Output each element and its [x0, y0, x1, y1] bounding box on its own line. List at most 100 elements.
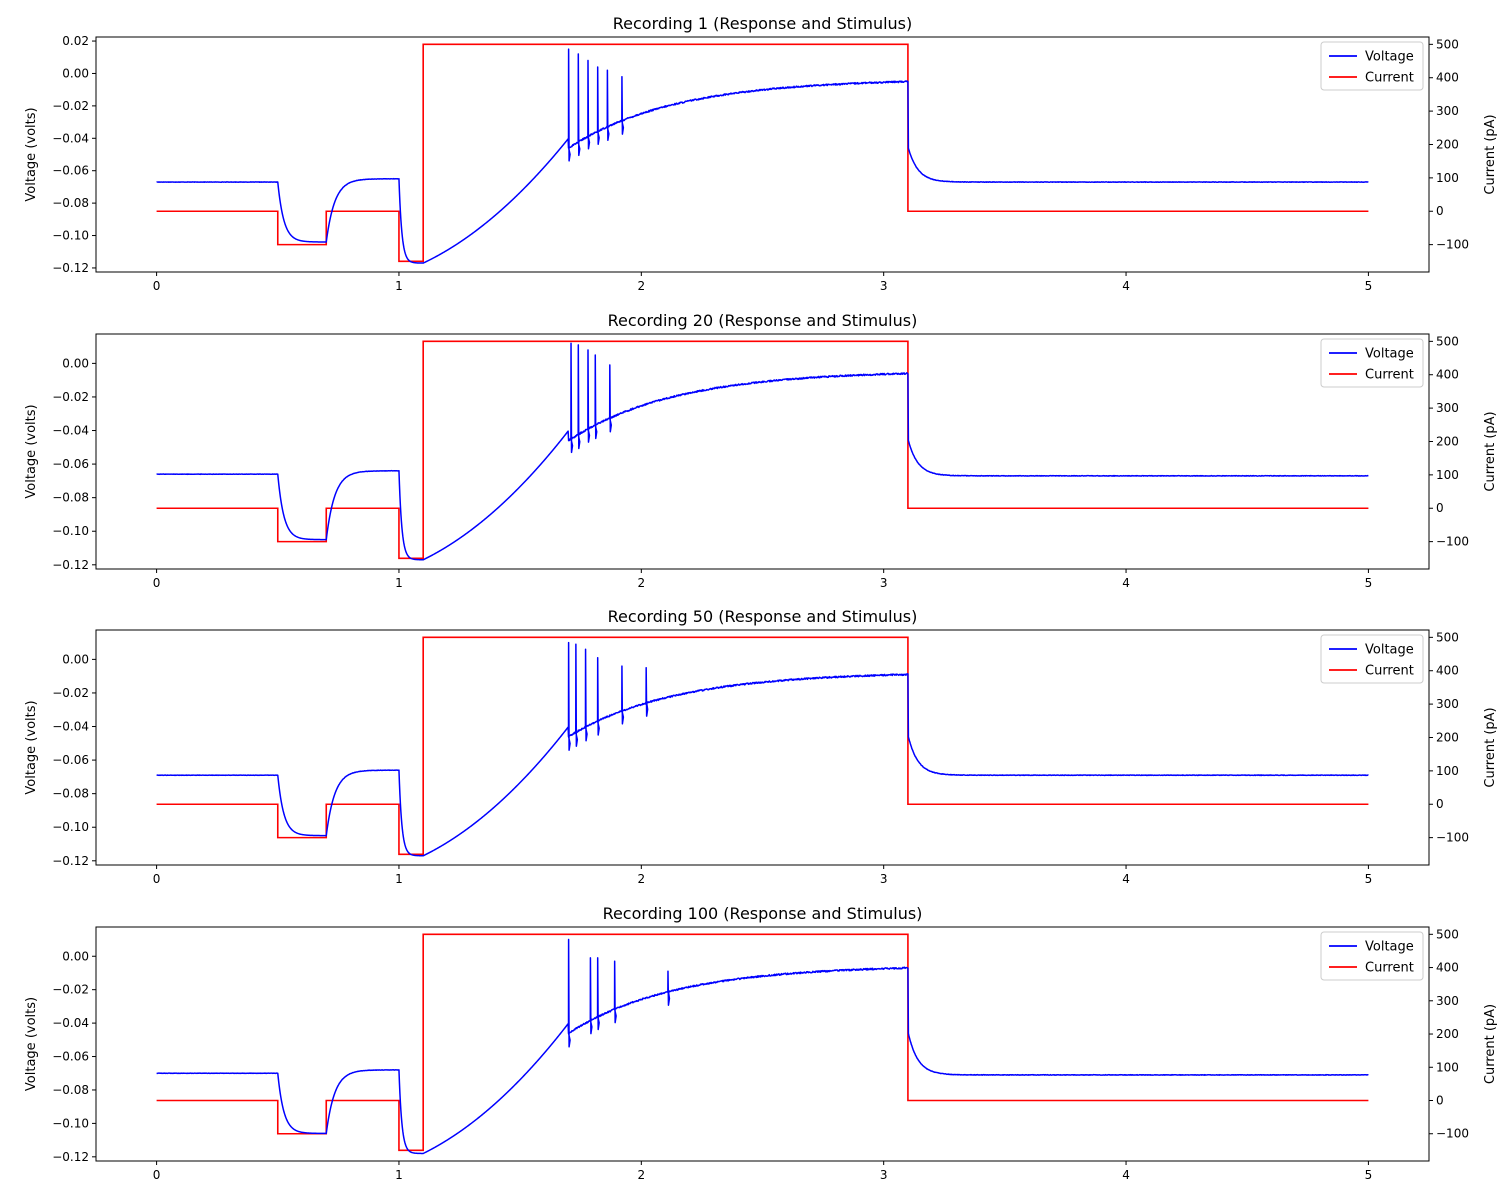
y-tick-label: −0.06: [52, 457, 89, 471]
x-tick-label: 4: [1122, 576, 1130, 590]
y2-axis-label: Current (pA): [1483, 114, 1498, 194]
legend: Voltage Current: [1320, 634, 1424, 684]
legend-label-voltage: Voltage: [1365, 940, 1414, 955]
x-tick-label: 3: [880, 279, 888, 293]
x-tick-label: 5: [1365, 872, 1373, 886]
current-line: [156, 340, 1369, 560]
legend: Voltage Current: [1320, 338, 1424, 388]
y2-tick-label: 500: [1436, 630, 1459, 644]
x-tick-label: 2: [637, 1168, 645, 1182]
legend-label-voltage: Voltage: [1365, 347, 1414, 362]
x-tick-label: 1: [395, 576, 403, 590]
x-tick-label: 1: [395, 279, 403, 293]
y-tick-label: −0.04: [52, 131, 89, 145]
y-tick-label: 0.00: [62, 66, 89, 80]
axes-frame: [95, 333, 1430, 570]
y2-tick-label: 100: [1436, 764, 1459, 778]
legend-label-voltage: Voltage: [1365, 50, 1414, 65]
y-tick-label: 0.02: [62, 34, 89, 48]
y2-tick-label: −100: [1436, 1127, 1469, 1141]
axes-frame: [95, 926, 1430, 1162]
current-line: [156, 636, 1369, 856]
y-axis-label: Voltage (volts): [24, 107, 39, 201]
panel-1: Recording 1 (Response and Stimulus) 0 1 2 3 4…: [24, 14, 1498, 293]
y2-tick-label: 300: [1436, 697, 1459, 711]
y2-tick-label: 200: [1436, 730, 1459, 744]
legend-box: [1320, 931, 1424, 981]
chart-title: Recording 1 (Response and Stimulus): [613, 14, 913, 33]
chart-title: Recording 50 (Response and Stimulus): [608, 607, 918, 626]
y2-tick-label: 500: [1436, 334, 1459, 348]
y-tick-label: −0.12: [52, 854, 89, 868]
y-tick-label: −0.12: [52, 558, 89, 572]
legend-box: [1320, 338, 1424, 388]
x-tick-label: 5: [1365, 576, 1373, 590]
legend-label-current: Current: [1365, 368, 1414, 383]
y2-tick-label: 300: [1436, 104, 1459, 118]
y-tick-label: −0.02: [52, 983, 89, 997]
panel-4: Recording 100 (Response and Stimulus) 0 1 2…: [24, 904, 1498, 1182]
x-tick-label: 3: [880, 576, 888, 590]
y-tick-label: 0.00: [62, 652, 89, 666]
y2-tick-label: 200: [1436, 1027, 1459, 1041]
x-tick-label: 4: [1122, 279, 1130, 293]
voltage-line: [156, 342, 1369, 561]
chart-title: Recording 20 (Response and Stimulus): [608, 311, 918, 330]
y2-tick-label: 100: [1436, 468, 1459, 482]
y2-tick-label: 400: [1436, 368, 1459, 382]
legend-label-voltage: Voltage: [1365, 643, 1414, 658]
x-tick-label: 0: [153, 279, 161, 293]
y-tick-label: −0.06: [52, 753, 89, 767]
x-tick-label: 0: [153, 872, 161, 886]
y-tick-label: −0.06: [52, 1050, 89, 1064]
y-axis-label: Voltage (volts): [24, 997, 39, 1091]
y-tick-label: −0.02: [52, 390, 89, 404]
y2-tick-label: 0: [1436, 797, 1444, 811]
y2-tick-label: 0: [1436, 501, 1444, 515]
y2-axis-label: Current (pA): [1483, 1004, 1498, 1084]
y2-axis-label: Current (pA): [1483, 411, 1498, 491]
y-axis-label: Voltage (volts): [24, 404, 39, 498]
y2-tick-label: 300: [1436, 401, 1459, 415]
y-tick-label: −0.02: [52, 99, 89, 113]
x-tick-label: 4: [1122, 872, 1130, 886]
voltage-line: [156, 48, 1369, 264]
y2-tick-label: −100: [1436, 535, 1469, 549]
legend: Voltage Current: [1320, 41, 1424, 91]
y-tick-label: −0.06: [52, 164, 89, 178]
y-tick-label: −0.10: [52, 524, 89, 538]
y2-tick-label: 400: [1436, 961, 1459, 975]
y-tick-label: −0.10: [52, 1116, 89, 1130]
x-tick-label: 5: [1365, 1168, 1373, 1182]
legend: Voltage Current: [1320, 931, 1424, 981]
legend-box: [1320, 634, 1424, 684]
current-line: [156, 933, 1369, 1152]
y2-tick-label: 200: [1436, 434, 1459, 448]
axes-frame: [95, 629, 1430, 866]
y-tick-label: −0.08: [52, 196, 89, 210]
y2-axis-label: Current (pA): [1483, 707, 1498, 787]
x-tick-label: 2: [637, 279, 645, 293]
y-tick-label: −0.12: [52, 261, 89, 275]
y-tick-label: −0.04: [52, 424, 89, 438]
x-tick-label: 5: [1365, 279, 1373, 293]
y-axis-label: Voltage (volts): [24, 700, 39, 794]
x-tick-label: 3: [880, 872, 888, 886]
y2-tick-label: −100: [1436, 238, 1469, 252]
x-tick-label: 2: [637, 576, 645, 590]
x-tick-label: 0: [153, 576, 161, 590]
y2-tick-label: 100: [1436, 1060, 1459, 1074]
x-tick-label: 0: [153, 1168, 161, 1182]
y2-tick-label: 300: [1436, 994, 1459, 1008]
y2-tick-label: 400: [1436, 664, 1459, 678]
y2-tick-label: −100: [1436, 831, 1469, 845]
y-tick-label: −0.08: [52, 787, 89, 801]
y2-tick-label: 200: [1436, 137, 1459, 151]
panel-2: Recording 20 (Response and Stimulus) 0 1 2 3…: [24, 311, 1498, 590]
axes-frame: [95, 36, 1430, 273]
x-tick-label: 2: [637, 872, 645, 886]
y2-tick-label: 500: [1436, 37, 1459, 51]
y2-tick-label: 0: [1436, 1094, 1444, 1108]
chart-title: Recording 100 (Response and Stimulus): [603, 904, 923, 923]
